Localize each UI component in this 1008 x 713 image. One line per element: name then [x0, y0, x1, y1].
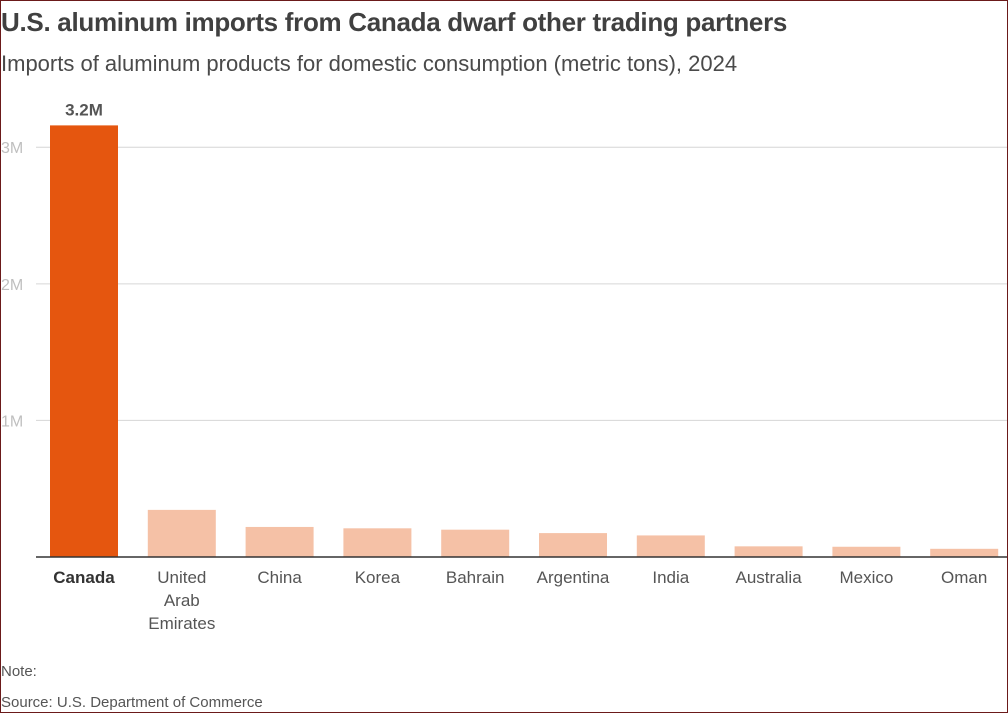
y-tick-label: 3M — [1, 140, 23, 157]
x-tick-label: India — [652, 568, 689, 587]
bar — [50, 125, 118, 557]
bar — [245, 526, 314, 557]
y-tick-label: 2M — [1, 277, 23, 294]
x-tick-label: Oman — [941, 568, 987, 587]
x-tick-label-line: United — [157, 568, 206, 587]
chart-note: Note: — [1, 663, 37, 680]
x-tick-label-line: Korea — [355, 568, 401, 587]
bar — [930, 548, 999, 557]
data-label: 3.2M — [65, 100, 103, 119]
x-tick-label-line: China — [257, 568, 302, 587]
x-tick-label-line: Australia — [736, 568, 803, 587]
x-tick-label-line: Canada — [53, 568, 115, 587]
x-tick-label-line: Bahrain — [446, 568, 505, 587]
x-tick-label: Korea — [355, 568, 401, 587]
x-tick-label: United Arab Emirates — [148, 568, 215, 633]
x-tick-label-line: Oman — [941, 568, 987, 587]
chart-title: U.S. aluminum imports from Canada dwarf … — [1, 7, 788, 37]
x-tick-label: Canada — [53, 568, 115, 587]
bar-chart: 1M 2M 3M 3.2M Canada United Arab Emirates China K… — [1, 100, 1007, 633]
x-tick-label-line: Mexico — [839, 568, 893, 587]
bar — [832, 546, 901, 557]
x-tick-label-line: Arab — [164, 591, 200, 610]
x-tick-label-line: Argentina — [537, 568, 610, 587]
bar — [539, 533, 607, 557]
x-tick-label: Mexico — [839, 568, 893, 587]
bar — [147, 509, 216, 557]
x-tick-label: Bahrain — [446, 568, 505, 587]
bar — [441, 529, 510, 557]
x-tick-label-line: Emirates — [148, 614, 215, 633]
bar — [734, 546, 803, 557]
x-tick-label-line: India — [652, 568, 689, 587]
x-tick-label: China — [257, 568, 302, 587]
chart-source: Source: U.S. Department of Commerce — [1, 694, 263, 711]
y-tick-label: 1M — [1, 413, 23, 430]
x-tick-label: Australia — [736, 568, 803, 587]
chart-subtitle: Imports of aluminum products for domesti… — [1, 51, 738, 76]
x-tick-label: Argentina — [537, 568, 610, 587]
bar — [343, 528, 412, 557]
bar — [636, 535, 705, 557]
